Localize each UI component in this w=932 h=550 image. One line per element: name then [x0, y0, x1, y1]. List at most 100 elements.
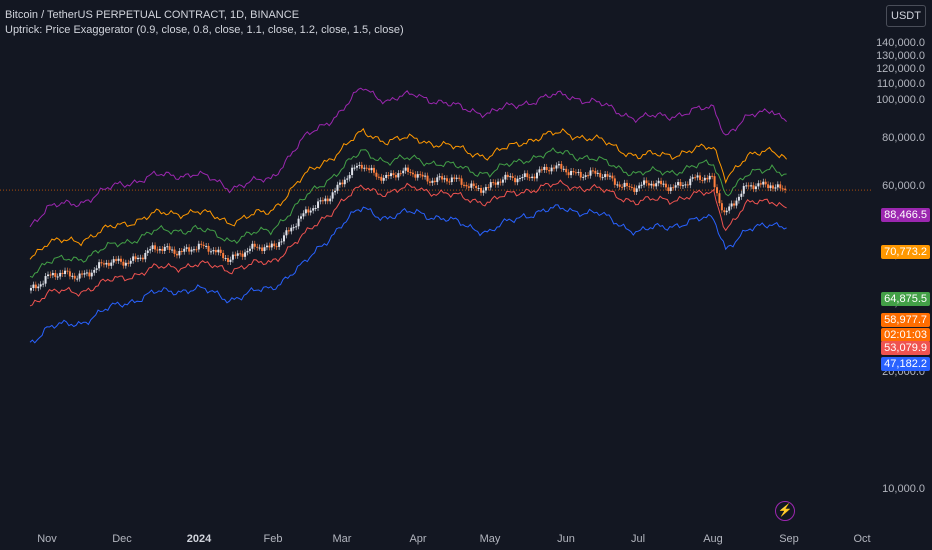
candle — [550, 164, 553, 175]
candle — [567, 169, 570, 179]
candle — [421, 171, 424, 180]
candle — [300, 213, 303, 222]
candle — [621, 183, 624, 190]
candle — [246, 247, 249, 256]
candle — [134, 253, 137, 263]
candle — [83, 270, 86, 278]
candle — [638, 182, 641, 192]
candle — [557, 160, 560, 169]
candle — [596, 169, 599, 177]
price-tick: 110,000.0 — [876, 77, 925, 90]
candle — [368, 165, 371, 174]
candle — [175, 250, 178, 259]
candle — [501, 176, 504, 186]
candle — [341, 179, 344, 188]
candle — [239, 250, 242, 257]
candle — [61, 269, 64, 278]
candle — [317, 198, 320, 211]
candle — [73, 272, 76, 282]
candle — [553, 164, 556, 172]
candle — [492, 179, 495, 186]
candle — [694, 174, 697, 181]
candle — [667, 184, 670, 194]
candle — [504, 171, 507, 183]
candle — [640, 181, 643, 189]
candle — [343, 176, 346, 188]
candle — [161, 245, 164, 254]
candle — [47, 271, 49, 280]
price-badge: 70,773.2 — [881, 245, 930, 259]
candle — [321, 197, 324, 205]
series-line-1-2 — [29, 127, 787, 260]
candle — [696, 172, 699, 181]
time-tick: Apr — [409, 533, 427, 545]
candle — [236, 250, 239, 259]
candle — [105, 259, 108, 268]
candle — [784, 185, 787, 194]
candle — [664, 180, 667, 191]
candle — [572, 167, 575, 176]
candle — [95, 265, 98, 273]
candle — [431, 177, 434, 186]
candle — [409, 169, 412, 176]
candle — [703, 174, 706, 184]
candle — [689, 175, 692, 189]
candle — [151, 242, 154, 253]
candle — [390, 170, 393, 180]
candle — [691, 174, 694, 182]
series-line-0-8 — [29, 204, 787, 344]
candle — [127, 259, 130, 267]
price-tick: 140,000.0 — [876, 37, 925, 49]
candle — [516, 175, 519, 186]
candle — [723, 207, 726, 216]
candle — [268, 242, 271, 251]
candle — [132, 253, 135, 264]
candle — [647, 180, 650, 189]
candle — [334, 187, 337, 196]
indicator-title[interactable]: Uptrick: Price Exaggerator (0.9, close, … — [5, 24, 404, 36]
chart-legend: Bitcoin / TetherUS PERPETUAL CONTRACT, 1… — [5, 8, 404, 38]
candle — [720, 200, 723, 214]
currency-button[interactable]: USDT — [886, 5, 926, 27]
candle — [608, 172, 611, 180]
candle — [708, 172, 711, 183]
candle — [110, 259, 113, 269]
candle — [137, 254, 140, 263]
symbol-title[interactable]: Bitcoin / TetherUS PERPETUAL CONTRACT, 1… — [5, 9, 300, 21]
candle — [197, 240, 200, 253]
candle — [747, 182, 750, 190]
candle — [112, 256, 115, 266]
candle — [686, 181, 689, 189]
candle — [713, 173, 716, 191]
candle — [514, 174, 517, 186]
price-tick: 120,000.0 — [876, 63, 925, 76]
candle — [382, 174, 385, 184]
candle — [662, 180, 665, 188]
candle — [419, 171, 422, 178]
candle — [248, 245, 251, 254]
candle — [660, 177, 663, 188]
candle — [781, 185, 784, 192]
candle — [370, 164, 373, 174]
candle — [107, 259, 110, 269]
candle — [231, 251, 234, 263]
candle — [526, 170, 529, 181]
candle — [29, 285, 32, 294]
candle — [387, 172, 390, 180]
lightning-bolt-icon[interactable]: ⚡ — [775, 501, 795, 521]
candle — [684, 181, 687, 189]
candle — [711, 172, 714, 180]
candle — [643, 177, 646, 188]
time-tick: Sep — [779, 533, 799, 545]
candle — [190, 246, 193, 255]
price-tick: 10,000.0 — [882, 483, 925, 495]
candle — [453, 174, 456, 182]
candle — [66, 267, 69, 275]
candle — [601, 174, 604, 181]
candle — [489, 179, 492, 191]
candle — [54, 270, 57, 280]
candle — [115, 256, 118, 264]
candle — [217, 246, 220, 256]
candle — [51, 270, 54, 279]
